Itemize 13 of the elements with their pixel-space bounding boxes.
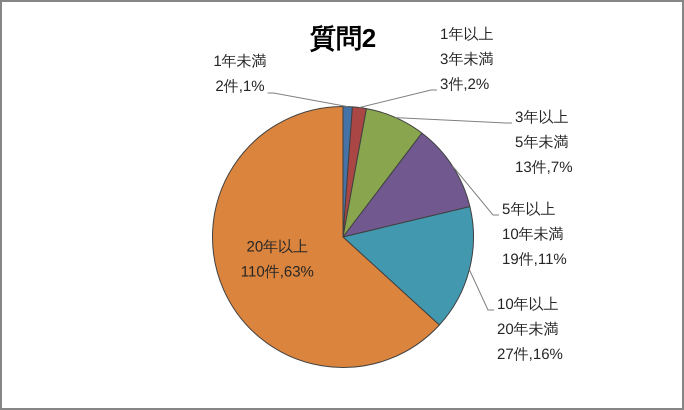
slice-label: 3年以上 5年未満 xyxy=(515,109,568,152)
slice-label: 5年以上 10年未満 xyxy=(502,201,564,244)
slice-label: 1年未満 xyxy=(213,53,267,70)
slice-label: 1年以上 3年未満 xyxy=(440,26,494,68)
data-label: 110件,63% xyxy=(240,264,314,281)
data-label: 13件,7% xyxy=(515,159,573,176)
slice-label: 20年以上 xyxy=(246,238,308,256)
data-label: 2件,1% xyxy=(215,78,265,96)
data-label: 27件,16% xyxy=(497,346,563,364)
data-label: 19件,11% xyxy=(502,251,567,268)
data-label: 3件,2% xyxy=(440,76,490,94)
chart-title: 質問2 xyxy=(308,23,376,54)
slice-label: 10年以上 20年未満 xyxy=(497,296,559,338)
